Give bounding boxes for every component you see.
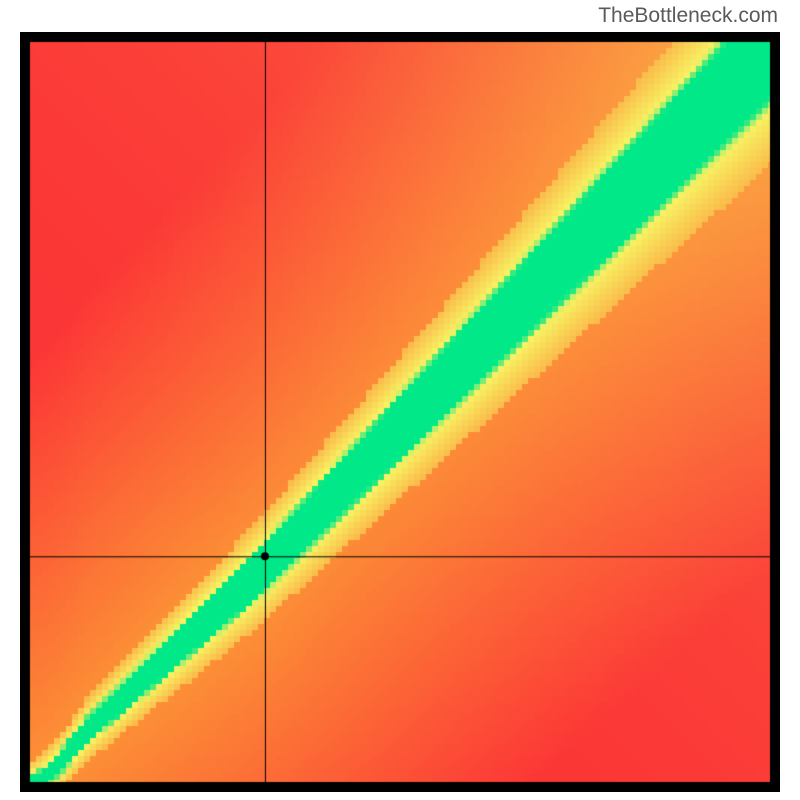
chart-container: TheBottleneck.com — [0, 0, 800, 800]
bottleneck-heatmap — [20, 32, 780, 792]
attribution-label: TheBottleneck.com — [598, 4, 778, 28]
plot-frame — [20, 32, 780, 792]
